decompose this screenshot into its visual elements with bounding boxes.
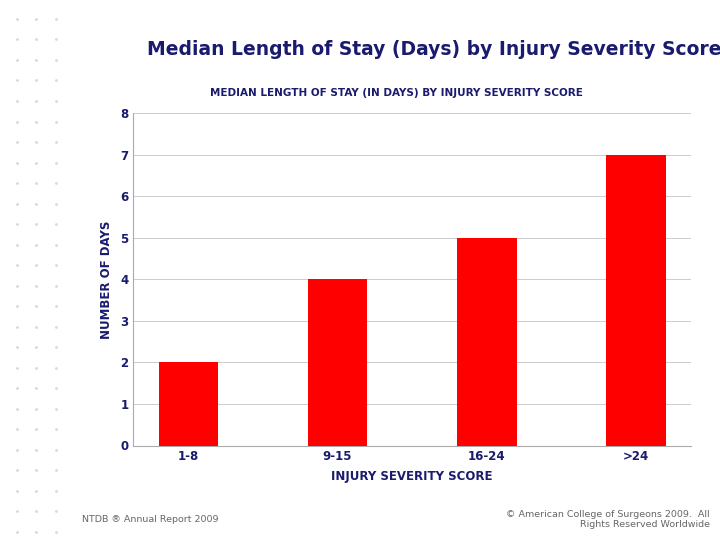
Text: © American College of Surgeons 2009.  All
Rights Reserved Worldwide: © American College of Surgeons 2009. All… (506, 510, 710, 529)
Bar (606, 155, 666, 446)
Bar (457, 238, 517, 446)
X-axis label: INJURY SEVERITY SCORE: INJURY SEVERITY SCORE (331, 470, 493, 483)
Bar (158, 362, 218, 446)
Text: Median Length of Stay (Days) by Injury Severity Score: Median Length of Stay (Days) by Injury S… (147, 40, 720, 59)
Y-axis label: NUMBER OF DAYS: NUMBER OF DAYS (100, 220, 113, 339)
Text: MEDIAN LENGTH OF STAY (IN DAYS) BY INJURY SEVERITY SCORE: MEDIAN LENGTH OF STAY (IN DAYS) BY INJUR… (210, 88, 582, 98)
Text: NTDB ® Annual Report 2009: NTDB ® Annual Report 2009 (82, 515, 218, 524)
Text: Figure
36: Figure 36 (91, 35, 123, 55)
Bar (307, 280, 367, 446)
